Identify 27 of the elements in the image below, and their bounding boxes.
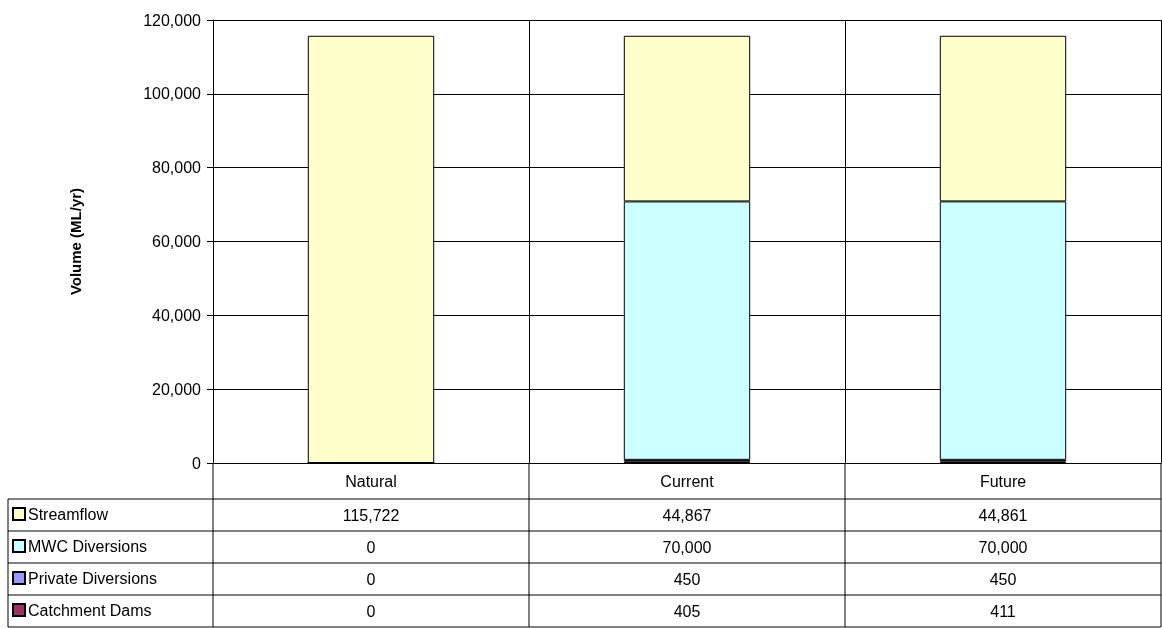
data-label: 0	[366, 602, 376, 620]
y-axis-title: Volume (ML/yr)	[67, 187, 84, 296]
data-label: 0	[366, 570, 376, 588]
y-tick-label: 80,000	[152, 159, 202, 177]
data-label: 70,000	[662, 538, 712, 556]
data-label: 405	[673, 602, 701, 620]
data-label: 44,861	[978, 506, 1028, 524]
data-label: 411	[990, 602, 1016, 620]
y-tick-label: 40,000	[152, 306, 202, 324]
y-tick-label: 120,000	[143, 11, 202, 29]
legend-label: Catchment Dams	[28, 601, 152, 619]
y-tick-label: 0	[192, 454, 202, 472]
data-label: 70,000	[978, 538, 1028, 556]
y-tick-label: 20,000	[152, 380, 202, 398]
x-tick-label: Future	[979, 472, 1027, 490]
data-label: 450	[673, 570, 701, 588]
data-label: 0	[366, 538, 376, 556]
legend-label: Streamflow	[28, 505, 109, 523]
data-label: 450	[989, 570, 1017, 588]
x-tick-label: Current	[660, 472, 715, 490]
legend-label: MWC Diversions	[28, 537, 148, 555]
data-label: 115,722	[342, 506, 400, 524]
y-tick-label: 60,000	[152, 233, 202, 250]
y-tick-label: 100,000	[143, 85, 202, 103]
x-tick-label: Natural	[345, 472, 397, 490]
data-label: 44,867	[662, 506, 712, 524]
legend-label: Private Diversions	[28, 569, 157, 587]
